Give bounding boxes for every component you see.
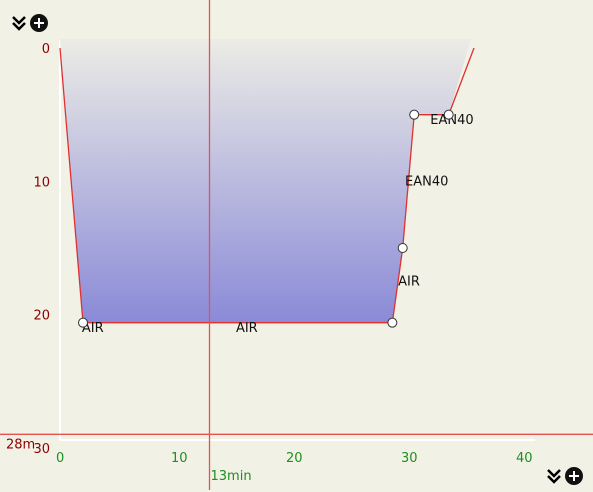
time-tick-label: 0 [56,451,64,466]
profile-marker[interactable] [397,243,408,253]
gas-label: AIR [236,321,258,336]
time-tick-label: 20 [286,451,303,466]
collapse-add-icon[interactable] [545,464,587,488]
depth-tick-label: 20 [33,309,50,324]
profile-marker[interactable] [387,317,398,328]
depth-cursor-label: 28m [6,437,35,452]
gas-label: EAN40 [430,113,473,128]
depth-tick-label: 30 [33,442,50,457]
profile-markers[interactable] [78,109,454,328]
time-tick-label: 30 [401,451,418,466]
profile-marker[interactable] [409,109,420,120]
time-tick-label: 10 [171,451,188,466]
depth-tick-label: 10 [33,175,50,190]
time-cursor-label: 13min [211,469,252,484]
depth-axis-ticks: 0 10 20 30 [33,42,50,457]
collapse-add-icon[interactable] [10,11,52,35]
time-axis-ticks: 0 10 20 30 40 [56,451,533,466]
profile-area-fill [60,39,471,323]
profile-marker[interactable] [443,109,454,120]
time-tick-label: 40 [516,451,533,466]
gas-label: AIR [398,274,420,289]
profile-marker[interactable] [78,317,88,328]
depth-tick-label: 0 [42,42,50,57]
gas-label: EAN40 [405,174,448,189]
